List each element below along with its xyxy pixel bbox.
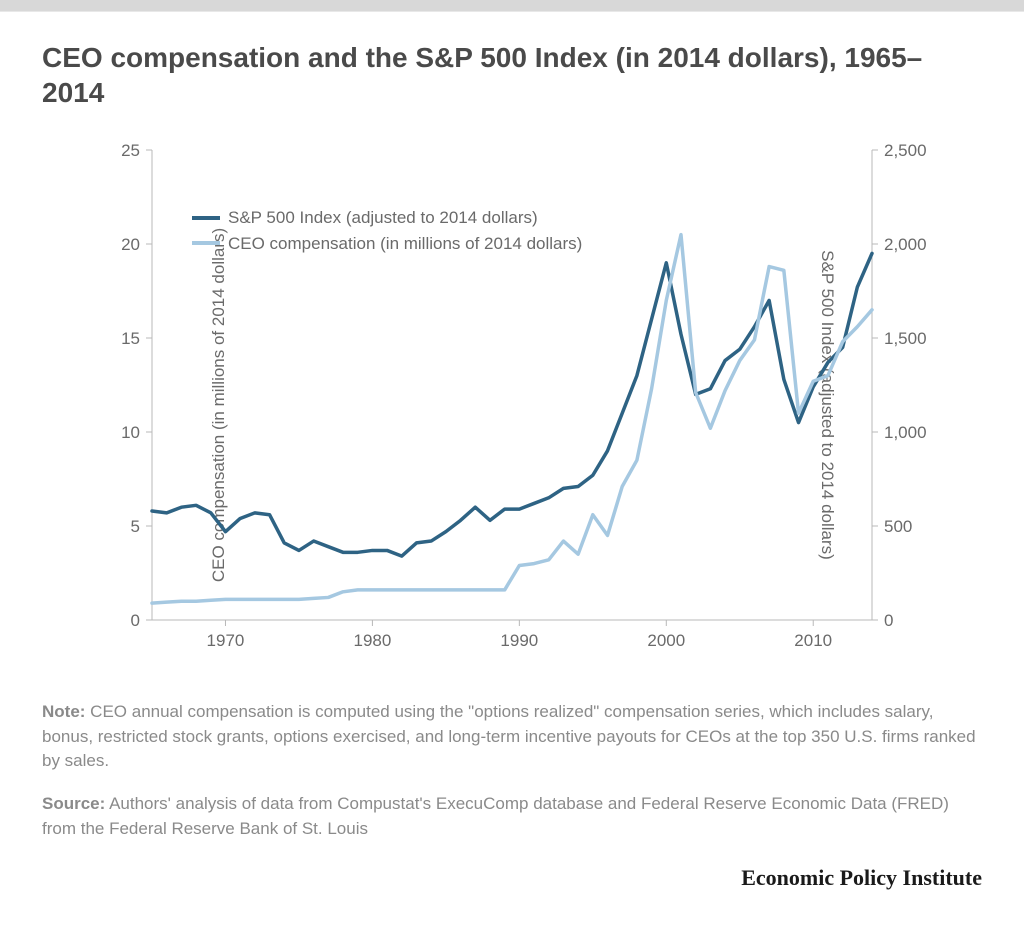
top-accent-bar [0, 0, 1024, 12]
svg-text:1980: 1980 [353, 631, 391, 650]
svg-text:1,500: 1,500 [884, 329, 927, 348]
legend-item: CEO compensation (in millions of 2014 do… [192, 231, 582, 257]
note-text: CEO annual compensation is computed usin… [42, 702, 976, 770]
svg-text:1970: 1970 [207, 631, 245, 650]
chart-source: Source: Authors' analysis of data from C… [42, 792, 982, 841]
legend-swatch [192, 241, 220, 245]
chart-area: CEO compensation (in millions of 2014 do… [42, 140, 982, 670]
svg-text:0: 0 [884, 611, 893, 630]
chart-title: CEO compensation and the S&P 500 Index (… [42, 40, 982, 110]
svg-text:2,500: 2,500 [884, 141, 927, 160]
svg-text:25: 25 [121, 141, 140, 160]
svg-text:1,000: 1,000 [884, 423, 927, 442]
svg-text:0: 0 [131, 611, 140, 630]
svg-text:2,000: 2,000 [884, 235, 927, 254]
source-text: Authors' analysis of data from Compustat… [42, 794, 949, 838]
svg-text:15: 15 [121, 329, 140, 348]
chart-legend: S&P 500 Index (adjusted to 2014 dollars)… [192, 205, 582, 256]
note-label: Note: [42, 702, 85, 721]
svg-text:20: 20 [121, 235, 140, 254]
legend-label: CEO compensation (in millions of 2014 do… [228, 231, 582, 257]
legend-item: S&P 500 Index (adjusted to 2014 dollars) [192, 205, 582, 231]
source-label: Source: [42, 794, 105, 813]
svg-text:5: 5 [131, 517, 140, 536]
svg-text:2010: 2010 [794, 631, 832, 650]
svg-text:1990: 1990 [500, 631, 538, 650]
svg-text:10: 10 [121, 423, 140, 442]
legend-swatch [192, 216, 220, 220]
chart-note: Note: CEO annual compensation is compute… [42, 700, 982, 774]
chart-container: CEO compensation and the S&P 500 Index (… [0, 12, 1024, 919]
legend-label: S&P 500 Index (adjusted to 2014 dollars) [228, 205, 538, 231]
institute-credit: Economic Policy Institute [42, 865, 982, 891]
svg-text:2000: 2000 [647, 631, 685, 650]
svg-text:500: 500 [884, 517, 912, 536]
